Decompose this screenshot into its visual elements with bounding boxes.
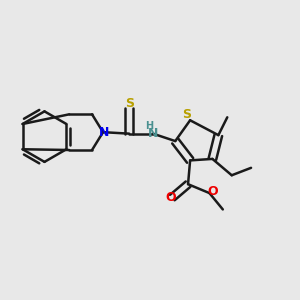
Text: S: S bbox=[125, 97, 134, 110]
Text: S: S bbox=[182, 108, 191, 122]
Text: O: O bbox=[166, 191, 176, 204]
Text: N: N bbox=[98, 126, 109, 139]
Text: H: H bbox=[145, 121, 154, 131]
Text: O: O bbox=[207, 185, 218, 198]
Text: N: N bbox=[148, 127, 158, 140]
